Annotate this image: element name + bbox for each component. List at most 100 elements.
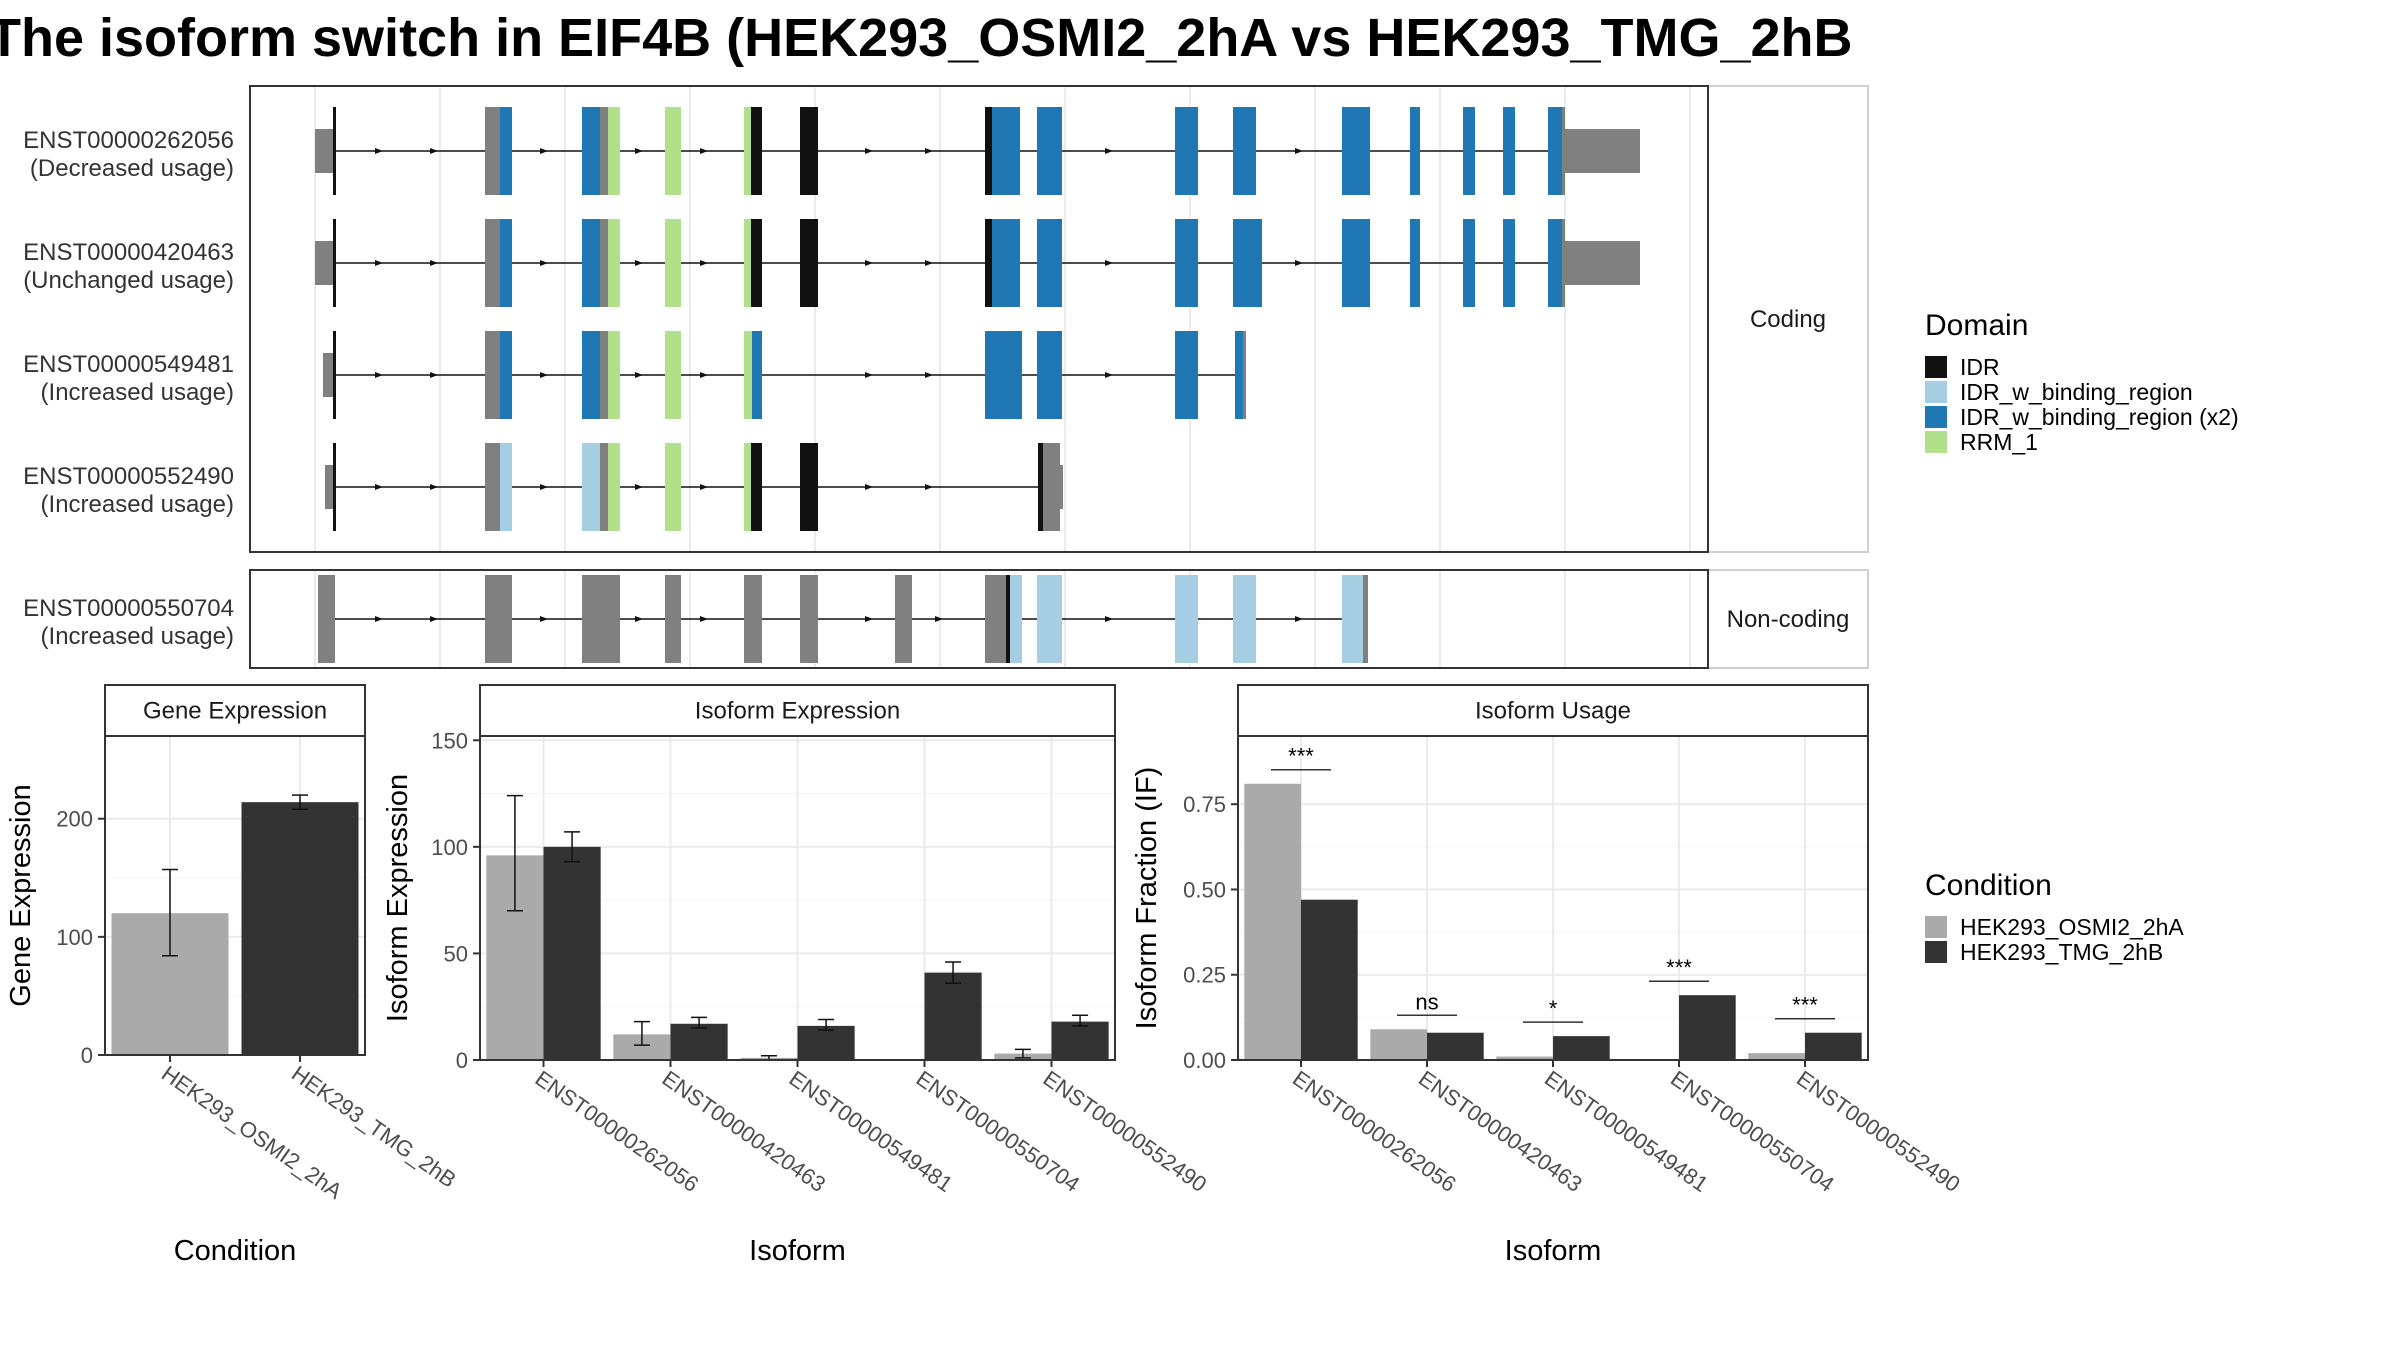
- exon-utr: [665, 575, 681, 663]
- y-axis-title: Gene Expression: [5, 784, 37, 1006]
- y-tick-label: 50: [444, 941, 468, 966]
- domain-IDR: [985, 107, 992, 195]
- significance-label: ***: [1666, 955, 1692, 980]
- domain-RRM-1: [608, 331, 620, 419]
- bar: [1805, 1032, 1862, 1060]
- condition-legend-label: HEK293_OSMI2_2hA: [1960, 914, 2184, 940]
- domain-IDR-w-binding-region-x2-: [1548, 107, 1562, 195]
- strand-arrow-icon: [430, 372, 438, 378]
- bar: [543, 846, 601, 1060]
- transcript-ENST00000550704: [318, 575, 1368, 663]
- domain-IDR-w-binding-region-x2-: [1175, 219, 1198, 307]
- bar: [1748, 1053, 1805, 1060]
- domain-IDR-w-binding-region: [1010, 575, 1022, 663]
- domain-IDR-w-binding-region-x2-: [752, 331, 762, 419]
- domain-legend-label: IDR_w_binding_region: [1960, 379, 2193, 405]
- domain-RRM-1: [608, 219, 620, 307]
- exon-utr: [600, 219, 608, 307]
- domain-IDR-w-binding-region-x2-: [1037, 219, 1062, 307]
- domain-IDR-w-binding-region-x2-: [1342, 219, 1370, 307]
- bar: [1051, 1021, 1109, 1060]
- strand-arrow-icon: [635, 616, 643, 622]
- domain-IDR-w-binding-region-x2-: [582, 331, 600, 419]
- exon-utr: [1043, 443, 1060, 531]
- strand-arrow-icon: [375, 148, 383, 154]
- domain-IDR: [333, 219, 336, 307]
- strand-arrow-icon: [375, 372, 383, 378]
- domain-IDR-w-binding-region-x2-: [1410, 107, 1420, 195]
- exon-utr: [485, 443, 500, 531]
- exon-utr: [323, 353, 333, 397]
- strand-arrow-icon: [865, 484, 873, 490]
- exon-utr: [1562, 219, 1565, 307]
- strand-arrow-icon: [1295, 616, 1303, 622]
- domain-RRM-1: [608, 107, 620, 195]
- exon-utr: [485, 575, 512, 663]
- exon-utr: [1562, 107, 1565, 195]
- exon-utr: [1363, 575, 1368, 663]
- strand-arrow-icon: [865, 260, 873, 266]
- domain-legend-title: Domain: [1925, 309, 2028, 342]
- bar: [797, 1025, 855, 1060]
- gene-expression-chart: Gene Expression0100200HEK293_OSMI2_2hAHE…: [5, 684, 461, 1267]
- domain-IDR-w-binding-region: [582, 443, 600, 531]
- exon-utr: [315, 129, 333, 173]
- strand-arrow-icon: [430, 484, 438, 490]
- domain-RRM-1: [744, 107, 751, 195]
- strand-arrow-icon: [1105, 616, 1113, 622]
- x-axis-title: Isoform: [1505, 1235, 1602, 1267]
- exon-utr: [315, 241, 333, 285]
- domain-legend-label: IDR: [1960, 354, 2000, 380]
- plot-border: [104, 735, 366, 1056]
- domain-RRM-1: [665, 443, 681, 531]
- transcript-ENST00000552490: [325, 443, 1063, 531]
- transcript-usage: (Decreased usage): [30, 155, 234, 182]
- significance-label: *: [1549, 996, 1558, 1021]
- y-axis-title: Isoform Expression: [382, 774, 414, 1022]
- transcript-label: ENST00000550704 (Increased usage): [23, 595, 234, 650]
- domain-IDR-w-binding-region-x2-: [500, 107, 512, 195]
- bar: [1553, 1036, 1610, 1060]
- strand-arrow-icon: [865, 616, 873, 622]
- domain-legend-key: [1925, 356, 1947, 378]
- y-tick-label: 0.50: [1183, 877, 1226, 902]
- domain-IDR-w-binding-region: [1037, 575, 1062, 663]
- y-tick-label: 200: [56, 807, 93, 832]
- domain-legend-key: [1925, 431, 1947, 453]
- strand-arrow-icon: [865, 372, 873, 378]
- y-axis-title: Isoform Fraction (IF): [1131, 767, 1163, 1030]
- domain-IDR: [751, 443, 762, 531]
- transcript-label: ENST00000262056 (Decreased usage): [23, 127, 234, 182]
- strand-arrow-icon: [540, 260, 548, 266]
- strand-arrow-icon: [430, 148, 438, 154]
- strand-arrow-icon: [700, 148, 708, 154]
- domain-RRM-1: [744, 331, 752, 419]
- bar: [1301, 899, 1358, 1060]
- exon-utr: [325, 465, 333, 509]
- exon-utr: [600, 107, 608, 195]
- domain-IDR: [800, 107, 818, 195]
- strand-arrow-icon: [635, 484, 643, 490]
- domain-IDR: [333, 331, 336, 419]
- domain-IDR-w-binding-region: [1342, 575, 1363, 663]
- structure-panel-bg: [250, 86, 1708, 552]
- domain-IDR-w-binding-region: [1175, 575, 1198, 663]
- domain-IDR-w-binding-region-x2-: [1342, 107, 1370, 195]
- transcript-usage: (Increased usage): [41, 379, 234, 406]
- exon-utr: [485, 219, 500, 307]
- domain-IDR-w-binding-region-x2-: [1233, 219, 1262, 307]
- transcript-id: ENST00000552490: [23, 463, 234, 490]
- strand-arrow-icon: [1105, 148, 1113, 154]
- transcript-usage: (Increased usage): [41, 623, 234, 650]
- domain-IDR-w-binding-region-x2-: [500, 219, 512, 307]
- significance-label: ***: [1792, 993, 1818, 1018]
- domain-legend-label: RRM_1: [1960, 429, 2038, 455]
- strand-arrow-icon: [1295, 260, 1303, 266]
- domain-RRM-1: [608, 443, 620, 531]
- transcript-usage: (Unchanged usage): [23, 267, 234, 294]
- strand-arrow-icon: [1295, 148, 1303, 154]
- exon-utr: [744, 575, 762, 663]
- exon-utr: [485, 107, 500, 195]
- exon-utr: [600, 331, 608, 419]
- exon-utr: [1243, 331, 1246, 419]
